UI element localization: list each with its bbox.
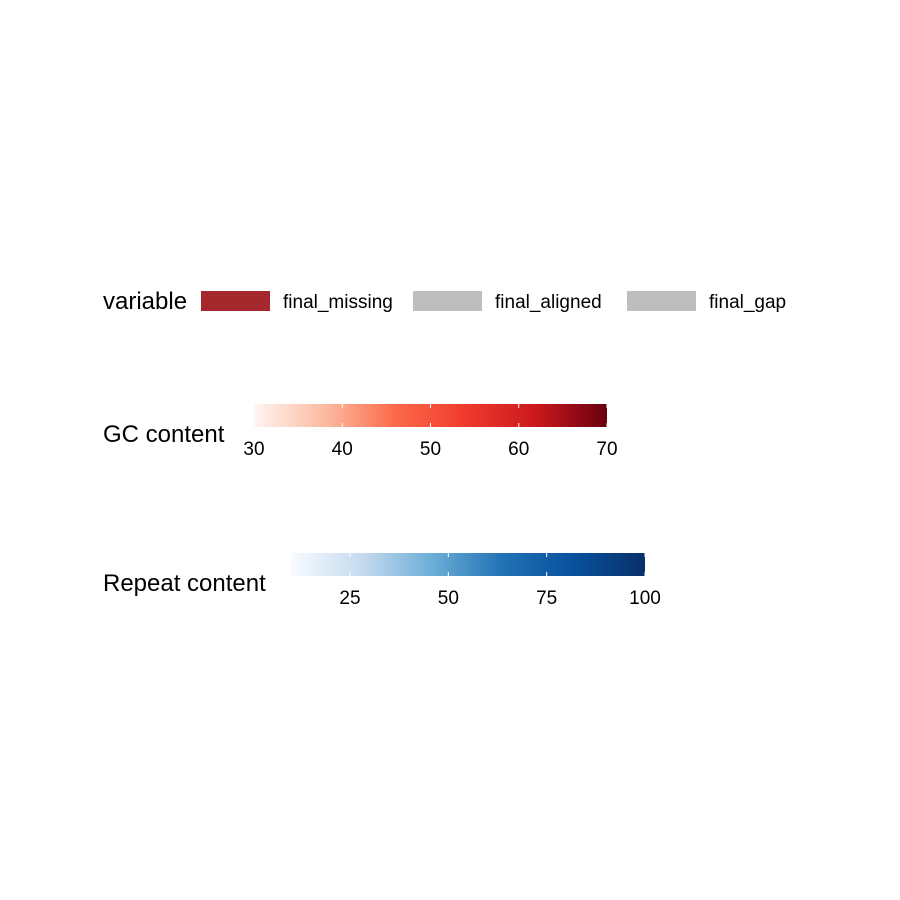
repeat-content-tick-label: 25 [339, 588, 360, 609]
gc-content-tick-label: 30 [243, 439, 264, 460]
legend-label-final-gap: final_gap [709, 292, 786, 313]
variable-legend-title: variable [103, 288, 187, 315]
gc-content-tick-label: 50 [420, 439, 441, 460]
legend-label-final-aligned: final_aligned [495, 292, 602, 313]
gc-content-legend: GC content 30 40 50 60 70 [103, 404, 618, 460]
legend-key-final-aligned [413, 291, 482, 311]
legend-item-final-aligned: final_aligned [413, 291, 602, 313]
gc-content-tick-label: 40 [332, 439, 353, 460]
variable-legend: variable final_missing final_aligned fin… [103, 288, 786, 315]
repeat-content-ticks: 25 50 75 100 [339, 553, 661, 609]
gc-content-legend-title: GC content [103, 421, 225, 448]
repeat-content-colorbar [291, 553, 645, 576]
legend-key-final-gap [627, 291, 696, 311]
repeat-content-tick-label: 50 [438, 588, 459, 609]
repeat-content-legend: Repeat content 25 50 75 100 [103, 553, 661, 609]
repeat-content-legend-title: Repeat content [103, 570, 266, 597]
gc-content-colorbar [254, 404, 607, 427]
repeat-content-tick-label: 75 [536, 588, 557, 609]
legend-key-final-missing [201, 291, 270, 311]
legend-label-final-missing: final_missing [283, 292, 393, 313]
gc-content-tick-label: 70 [596, 439, 617, 460]
repeat-content-tick-label: 100 [629, 588, 661, 609]
legend-item-final-missing: final_missing [201, 291, 393, 313]
gc-content-tick-label: 60 [508, 439, 529, 460]
gc-content-ticks: 30 40 50 60 70 [243, 404, 618, 460]
legend-item-final-gap: final_gap [627, 291, 786, 313]
